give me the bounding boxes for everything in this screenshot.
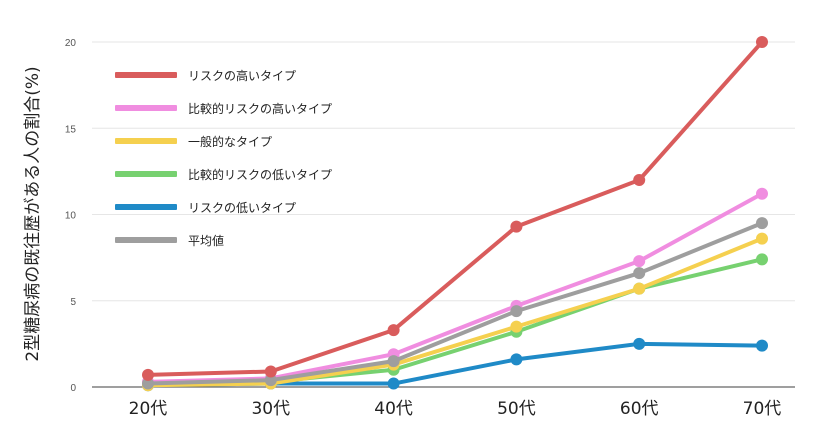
data-point — [756, 36, 768, 48]
data-point — [510, 320, 523, 333]
y-tick-label: 10 — [65, 211, 77, 222]
data-point — [510, 305, 523, 318]
x-tick-label: 60代 — [620, 399, 659, 419]
x-tick-label: 40代 — [374, 399, 413, 419]
legend-label: 平均値 — [188, 233, 224, 248]
series-2 — [142, 232, 768, 392]
data-point — [633, 282, 646, 295]
data-point — [510, 220, 523, 233]
legend-swatch — [115, 237, 177, 243]
series-1 — [142, 187, 768, 388]
legend-item: 比較的リスクの高いタイプ — [115, 101, 332, 116]
series-line — [146, 191, 764, 384]
data-point — [142, 377, 154, 390]
x-axis-ticks: 20代 30代 40代 50代 60代 70代 — [129, 399, 782, 419]
y-tick-label: 5 — [70, 297, 76, 308]
legend-label: 比較的リスクの高いタイプ — [188, 101, 332, 116]
data-point — [633, 337, 646, 350]
data-point — [633, 174, 646, 186]
series-line — [146, 221, 764, 386]
data-point — [756, 339, 768, 352]
legend-swatch — [115, 72, 177, 78]
series-5 — [142, 217, 768, 390]
legend-swatch — [115, 105, 177, 111]
legend-label: リスクの高いタイプ — [188, 68, 296, 83]
data-point — [510, 353, 523, 366]
series-lines — [142, 36, 768, 392]
y-axis-ticks: 0 5 10 15 20 — [65, 38, 77, 394]
legend-swatch — [115, 171, 177, 177]
data-point — [387, 377, 400, 390]
data-point — [142, 368, 154, 381]
legend-item: 平均値 — [115, 233, 224, 248]
series-0 — [142, 36, 768, 381]
data-point — [756, 217, 768, 230]
grid-lines — [92, 41, 795, 388]
x-tick-label: 20代 — [129, 399, 168, 419]
data-point — [387, 324, 400, 337]
legend-swatch — [115, 204, 177, 210]
series-line — [146, 236, 764, 388]
legend-label: 一般的なタイプ — [188, 134, 272, 149]
data-point — [756, 232, 768, 245]
series-line — [146, 40, 764, 377]
x-tick-label: 70代 — [743, 399, 782, 419]
data-point — [633, 255, 646, 268]
legend-label: リスクの低いタイプ — [188, 201, 296, 215]
legend-label: 比較的リスクの低いタイプ — [188, 167, 332, 182]
data-point — [387, 355, 400, 368]
legend-item: 一般的なタイプ — [115, 134, 272, 149]
x-tick-label: 50代 — [497, 399, 536, 419]
y-axis-label: 2型糖尿病の既往歴がある人の割合(%) — [23, 66, 43, 361]
legend-swatch — [115, 138, 177, 144]
data-point — [756, 187, 768, 200]
x-tick-label: 30代 — [251, 399, 290, 419]
data-point — [264, 365, 277, 378]
legend-item: リスクの低いタイプ — [115, 201, 296, 215]
legend: リスクの高いタイプ比較的リスクの高いタイプ一般的なタイプ比較的リスクの低いタイプ… — [115, 68, 332, 248]
y-tick-label: 15 — [65, 124, 77, 135]
legend-item: 比較的リスクの低いタイプ — [115, 167, 332, 182]
data-point — [264, 374, 277, 387]
y-tick-label: 20 — [65, 38, 77, 49]
legend-item: リスクの高いタイプ — [115, 68, 296, 83]
data-point — [633, 267, 646, 280]
y-tick-label: 0 — [70, 383, 76, 394]
data-point — [756, 253, 768, 266]
